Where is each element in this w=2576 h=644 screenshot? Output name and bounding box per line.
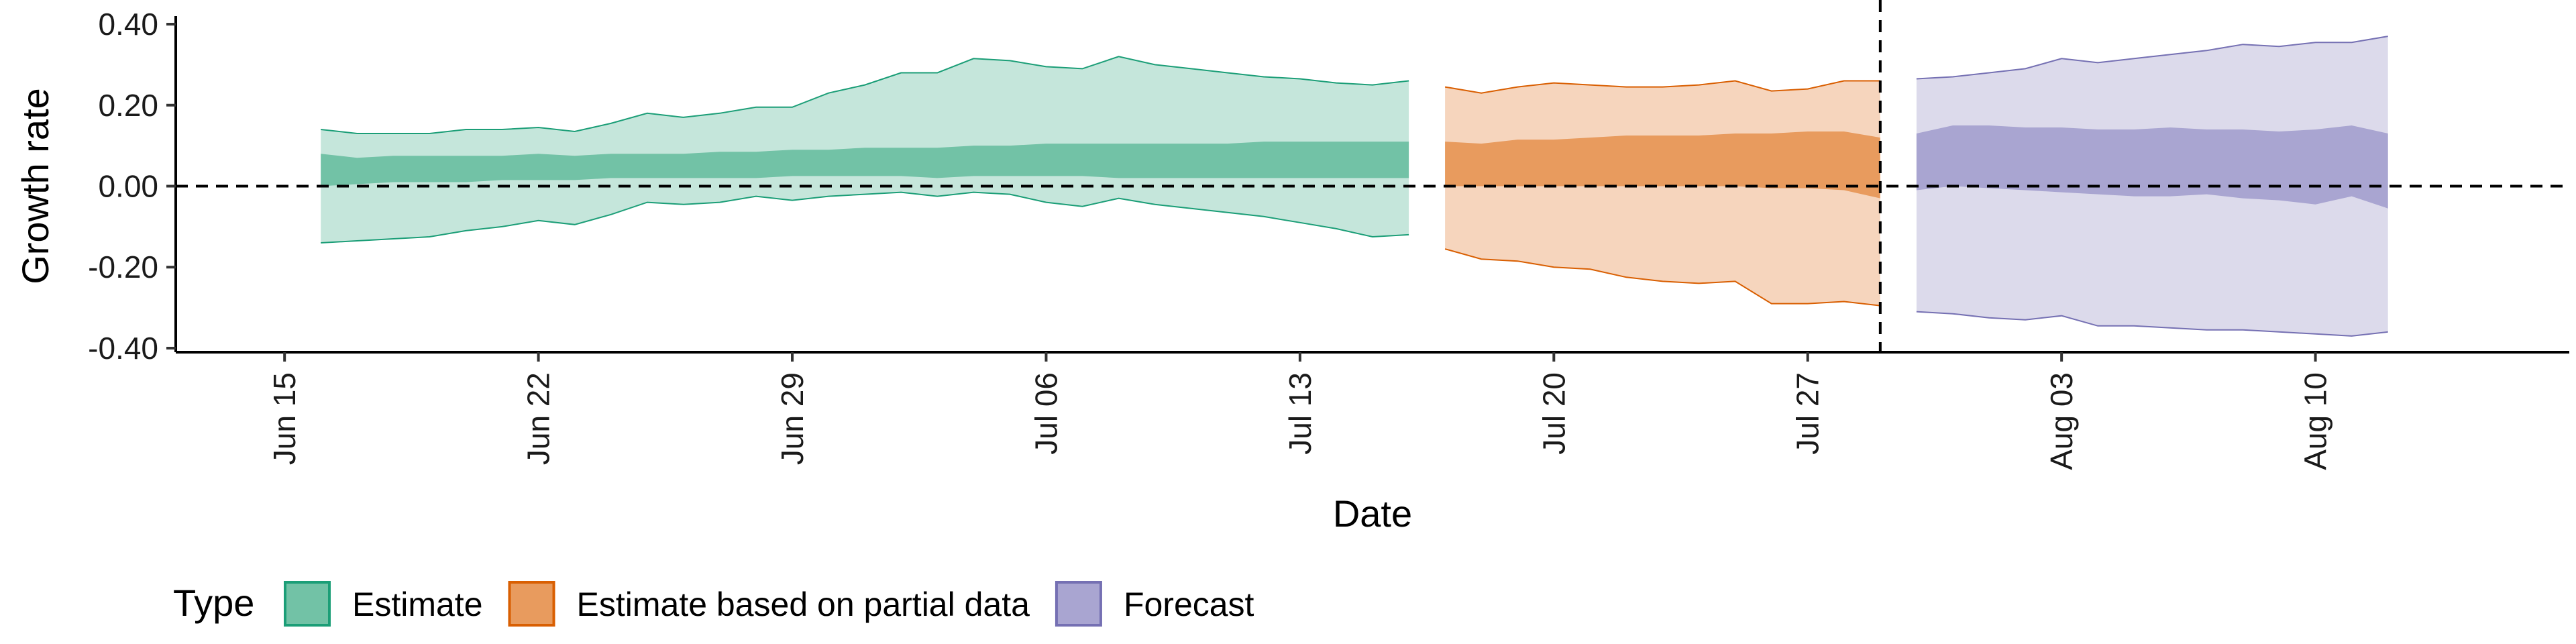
lower-outline-estimate xyxy=(321,191,1409,244)
series-estimate-based-on-partial-data xyxy=(1444,80,1880,307)
x-tick-label: Jul 06 xyxy=(1028,372,1063,455)
legend-label-forecast: Forecast xyxy=(1124,586,1254,623)
legend-label-estimate-based-on-partial-data: Estimate based on partial data xyxy=(577,586,1030,623)
legend: Type Estimate Estimate based on partial d… xyxy=(173,581,1254,627)
reference-lines xyxy=(176,0,2569,352)
x-axis-title: Date xyxy=(1333,492,1412,535)
legend-label-estimate: Estimate xyxy=(352,586,483,623)
axes: 0.40 0.20 0.00 -0.20 -0.40 Jun 15 Jun 22 Jun 29… xyxy=(88,7,2569,470)
x-tick-label: Aug 03 xyxy=(2044,372,2079,470)
x-tick-label: Jun 15 xyxy=(267,372,302,465)
upper-outline-estimate xyxy=(321,56,1409,134)
upper-outline-estimate-based-on-partial-data xyxy=(1444,80,1880,94)
legend-key-estimate xyxy=(284,581,331,627)
inner-band-estimate xyxy=(321,142,1409,186)
upper-outline-forecast xyxy=(1916,36,2388,80)
lower-outline-estimate-based-on-partial-data xyxy=(1444,248,1880,307)
inner-band-forecast xyxy=(1916,125,2388,209)
y-tick-label: -0.40 xyxy=(88,331,158,366)
y-tick-label: 0.00 xyxy=(98,169,158,204)
x-tick-label: Jul 27 xyxy=(1790,372,1825,455)
y-axis-title: Growth rate xyxy=(14,88,56,284)
lower-outline-forecast xyxy=(1916,311,2388,337)
inner-band-estimate-based-on-partial-data xyxy=(1445,131,1880,199)
series-estimate xyxy=(321,56,1409,244)
x-tick-label: Jun 29 xyxy=(775,372,810,465)
legend-title: Type xyxy=(173,582,254,624)
legend-key-estimate-based-on-partial-data xyxy=(508,581,555,627)
x-tick-label: Jul 20 xyxy=(1536,372,1571,455)
x-tick-label: Jun 22 xyxy=(521,372,556,465)
y-tick-label: 0.20 xyxy=(98,88,158,123)
outer-band-estimate-based-on-partial-data xyxy=(1445,80,1880,306)
y-tick-label: 0.40 xyxy=(98,7,158,42)
x-tick-label: Jul 13 xyxy=(1283,372,1318,455)
x-tick-label: Aug 10 xyxy=(2298,372,2333,470)
y-tick-label: -0.20 xyxy=(88,250,158,284)
legend-key-forecast xyxy=(1055,581,1102,627)
